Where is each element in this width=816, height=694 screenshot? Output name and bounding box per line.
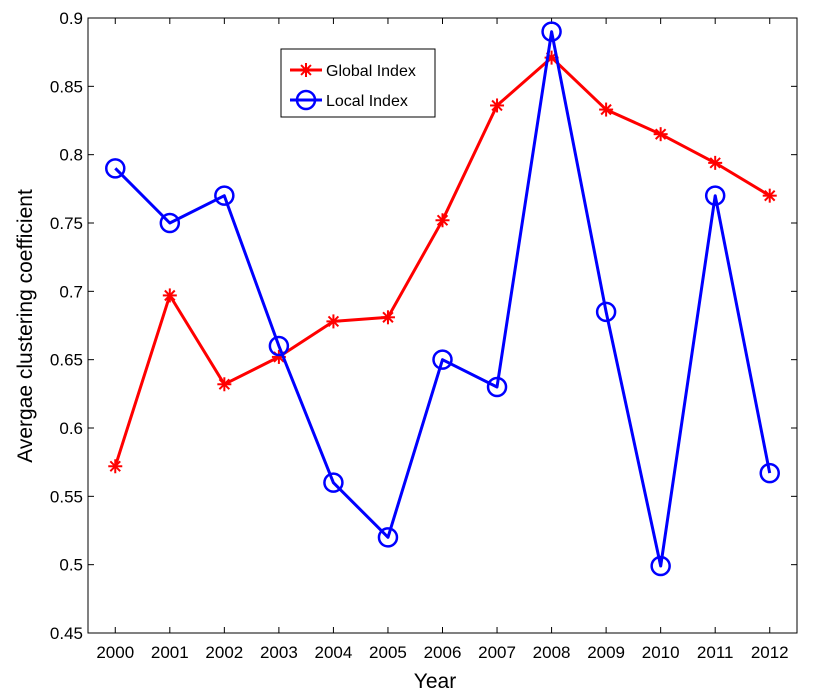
x-tick-label: 2008 [533,643,571,662]
data-point-global-index [708,155,723,170]
data-point-global-index [108,459,123,474]
data-point-local-index [323,472,344,493]
legend-label-global-index: Global Index [326,63,416,80]
x-axis: 2000 2001 2002 2003 2004 2005 2006 2007 2008 2009… [96,18,789,662]
data-point-global-index [490,98,505,113]
series-line-local-index [114,30,772,568]
data-point-global-index [326,314,341,329]
series-layer [105,21,780,577]
x-tick-label: 2000 [96,643,134,662]
data-point-global-index [653,127,668,142]
legend-marker-asterisk [299,63,313,77]
x-axis-title: Year [414,670,456,693]
data-point-global-index [435,213,450,228]
x-tick-label: 2012 [751,643,789,662]
data-point-global-index [162,288,177,303]
x-tick-label: 2005 [369,643,407,662]
x-tick-label: 2002 [205,643,243,662]
legend: Global Index Local Index [280,48,436,118]
plot-area [87,17,798,634]
x-tick-label: 2009 [587,643,625,662]
data-point-local-index [759,462,780,484]
y-tick-label: 0.55 [50,487,83,506]
data-point-local-index [268,335,290,357]
data-point-global-index [599,102,614,117]
x-tick-label: 2010 [642,643,680,662]
y-tick-label: 0.5 [59,556,83,575]
y-axis-title: Avergae clustering coefficient [14,189,37,463]
data-point-local-index [105,158,126,179]
legend-box [280,48,436,118]
y-tick-label: 0.45 [50,624,83,643]
data-point-local-index [486,376,508,398]
y-tick-label: 0.6 [59,419,83,438]
x-tick-label: 2001 [151,643,189,662]
data-point-local-index [541,21,562,42]
legend-marker-circle [295,89,317,111]
data-point-global-index [217,377,232,392]
data-point-local-index [595,301,617,323]
y-tick-label: 0.8 [59,146,83,165]
data-point-local-index [377,527,399,548]
data-point-local-index [704,185,726,206]
data-point-global-index [762,188,777,203]
data-point-local-index [650,555,671,577]
x-tick-label: 2007 [478,643,516,662]
x-tick-label: 2003 [260,643,298,662]
y-tick-label: 0.85 [50,77,83,96]
y-tick-label: 0.7 [59,282,83,301]
data-point-local-index [214,185,235,206]
y-tick-label: 0.9 [59,9,83,28]
data-point-local-index [159,212,181,234]
y-tick-label: 0.75 [50,214,83,233]
legend-label-local-index: Local Index [326,93,408,110]
x-tick-label: 2006 [424,643,462,662]
y-axis: 0.45 0.5 0.55 0.6 0.65 0.7 0.75 0.8 0.85 0.9 [50,9,797,643]
data-point-global-index [380,310,395,325]
x-tick-label: 2011 [697,643,734,662]
y-tick-label: 0.65 [50,351,83,370]
data-point-local-index [432,349,453,370]
x-tick-label: 2004 [315,643,353,662]
